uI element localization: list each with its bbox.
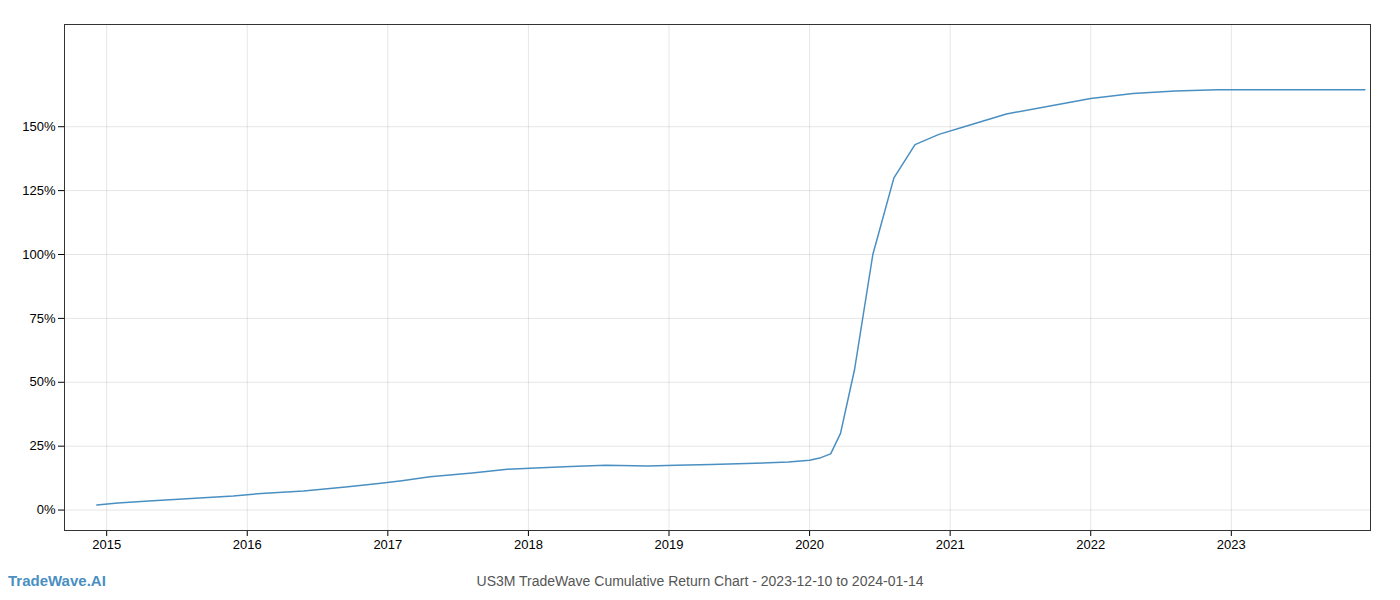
svg-text:150%: 150% <box>22 119 56 134</box>
svg-text:75%: 75% <box>29 311 55 326</box>
svg-text:2020: 2020 <box>795 537 824 552</box>
svg-text:50%: 50% <box>29 374 55 389</box>
svg-text:2019: 2019 <box>655 537 684 552</box>
svg-text:2022: 2022 <box>1076 537 1105 552</box>
svg-text:2016: 2016 <box>233 537 262 552</box>
svg-text:2015: 2015 <box>92 537 121 552</box>
svg-text:2017: 2017 <box>373 537 402 552</box>
svg-text:2018: 2018 <box>514 537 543 552</box>
svg-text:2023: 2023 <box>1217 537 1246 552</box>
svg-text:2021: 2021 <box>936 537 965 552</box>
svg-text:100%: 100% <box>22 247 56 262</box>
svg-text:25%: 25% <box>29 438 55 453</box>
html-text:TradeWave.AI: TradeWave.AI <box>8 572 106 589</box>
svg-text:0%: 0% <box>37 502 56 517</box>
svg-text:125%: 125% <box>22 183 56 198</box>
html-text:US3M TradeWave Cumulative Retu: US3M TradeWave Cumulative Return Chart -… <box>476 573 924 589</box>
